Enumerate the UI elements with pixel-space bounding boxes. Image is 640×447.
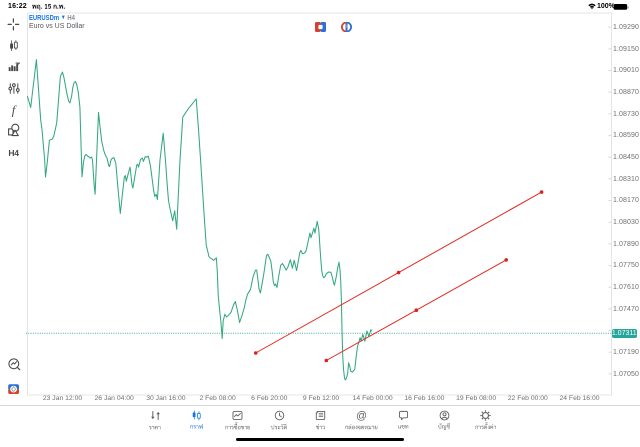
svg-text:f: f	[12, 104, 17, 117]
svg-text:@: @	[356, 410, 367, 422]
